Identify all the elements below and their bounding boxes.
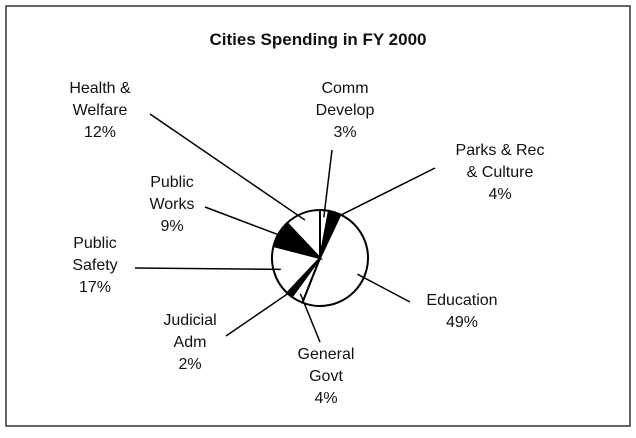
leader-line — [225, 288, 295, 337]
value-label: 9% — [160, 218, 184, 235]
slice-label: General Govt 4% — [291, 344, 361, 410]
frame — [5, 5, 631, 427]
value-label: 4% — [488, 186, 512, 203]
category-label: Parks & Rec & Culture — [455, 142, 545, 181]
slice-label: Public Safety 17% — [60, 233, 130, 299]
leader-line — [357, 273, 411, 303]
category-label: Education — [426, 292, 498, 309]
category-label: Public Safety — [72, 235, 118, 274]
value-label: 12% — [83, 124, 117, 141]
value-label: 49% — [445, 314, 479, 331]
leader-line — [134, 267, 281, 271]
slice-label: Public Works 9% — [142, 172, 202, 238]
value-label: 4% — [314, 390, 338, 407]
pie-slice — [285, 208, 321, 261]
leader-line — [299, 293, 321, 343]
category-label: Health & Welfare — [69, 80, 131, 119]
leader-line — [332, 167, 436, 220]
leader-line — [204, 206, 286, 238]
category-label: Public Works — [149, 174, 195, 213]
value-label: 2% — [178, 356, 202, 373]
slice-label: Health & Welfare 12% — [60, 78, 140, 144]
leader-line — [149, 113, 306, 221]
value-label: 17% — [78, 279, 112, 296]
category-label: Judicial Adm — [163, 312, 217, 351]
slice-label: Education 49% — [417, 290, 507, 334]
chart-title: Cities Spending in FY 2000 — [209, 30, 427, 49]
value-label: 3% — [333, 124, 357, 141]
slice-label: Comm Develop 3% — [310, 78, 380, 144]
leader-line — [323, 149, 333, 218]
category-label: Comm Develop — [315, 80, 375, 119]
slice-label: Judicial Adm 2% — [155, 310, 225, 376]
slice-label: Parks & Rec & Culture 4% — [450, 140, 550, 206]
category-label: General Govt — [297, 346, 355, 385]
